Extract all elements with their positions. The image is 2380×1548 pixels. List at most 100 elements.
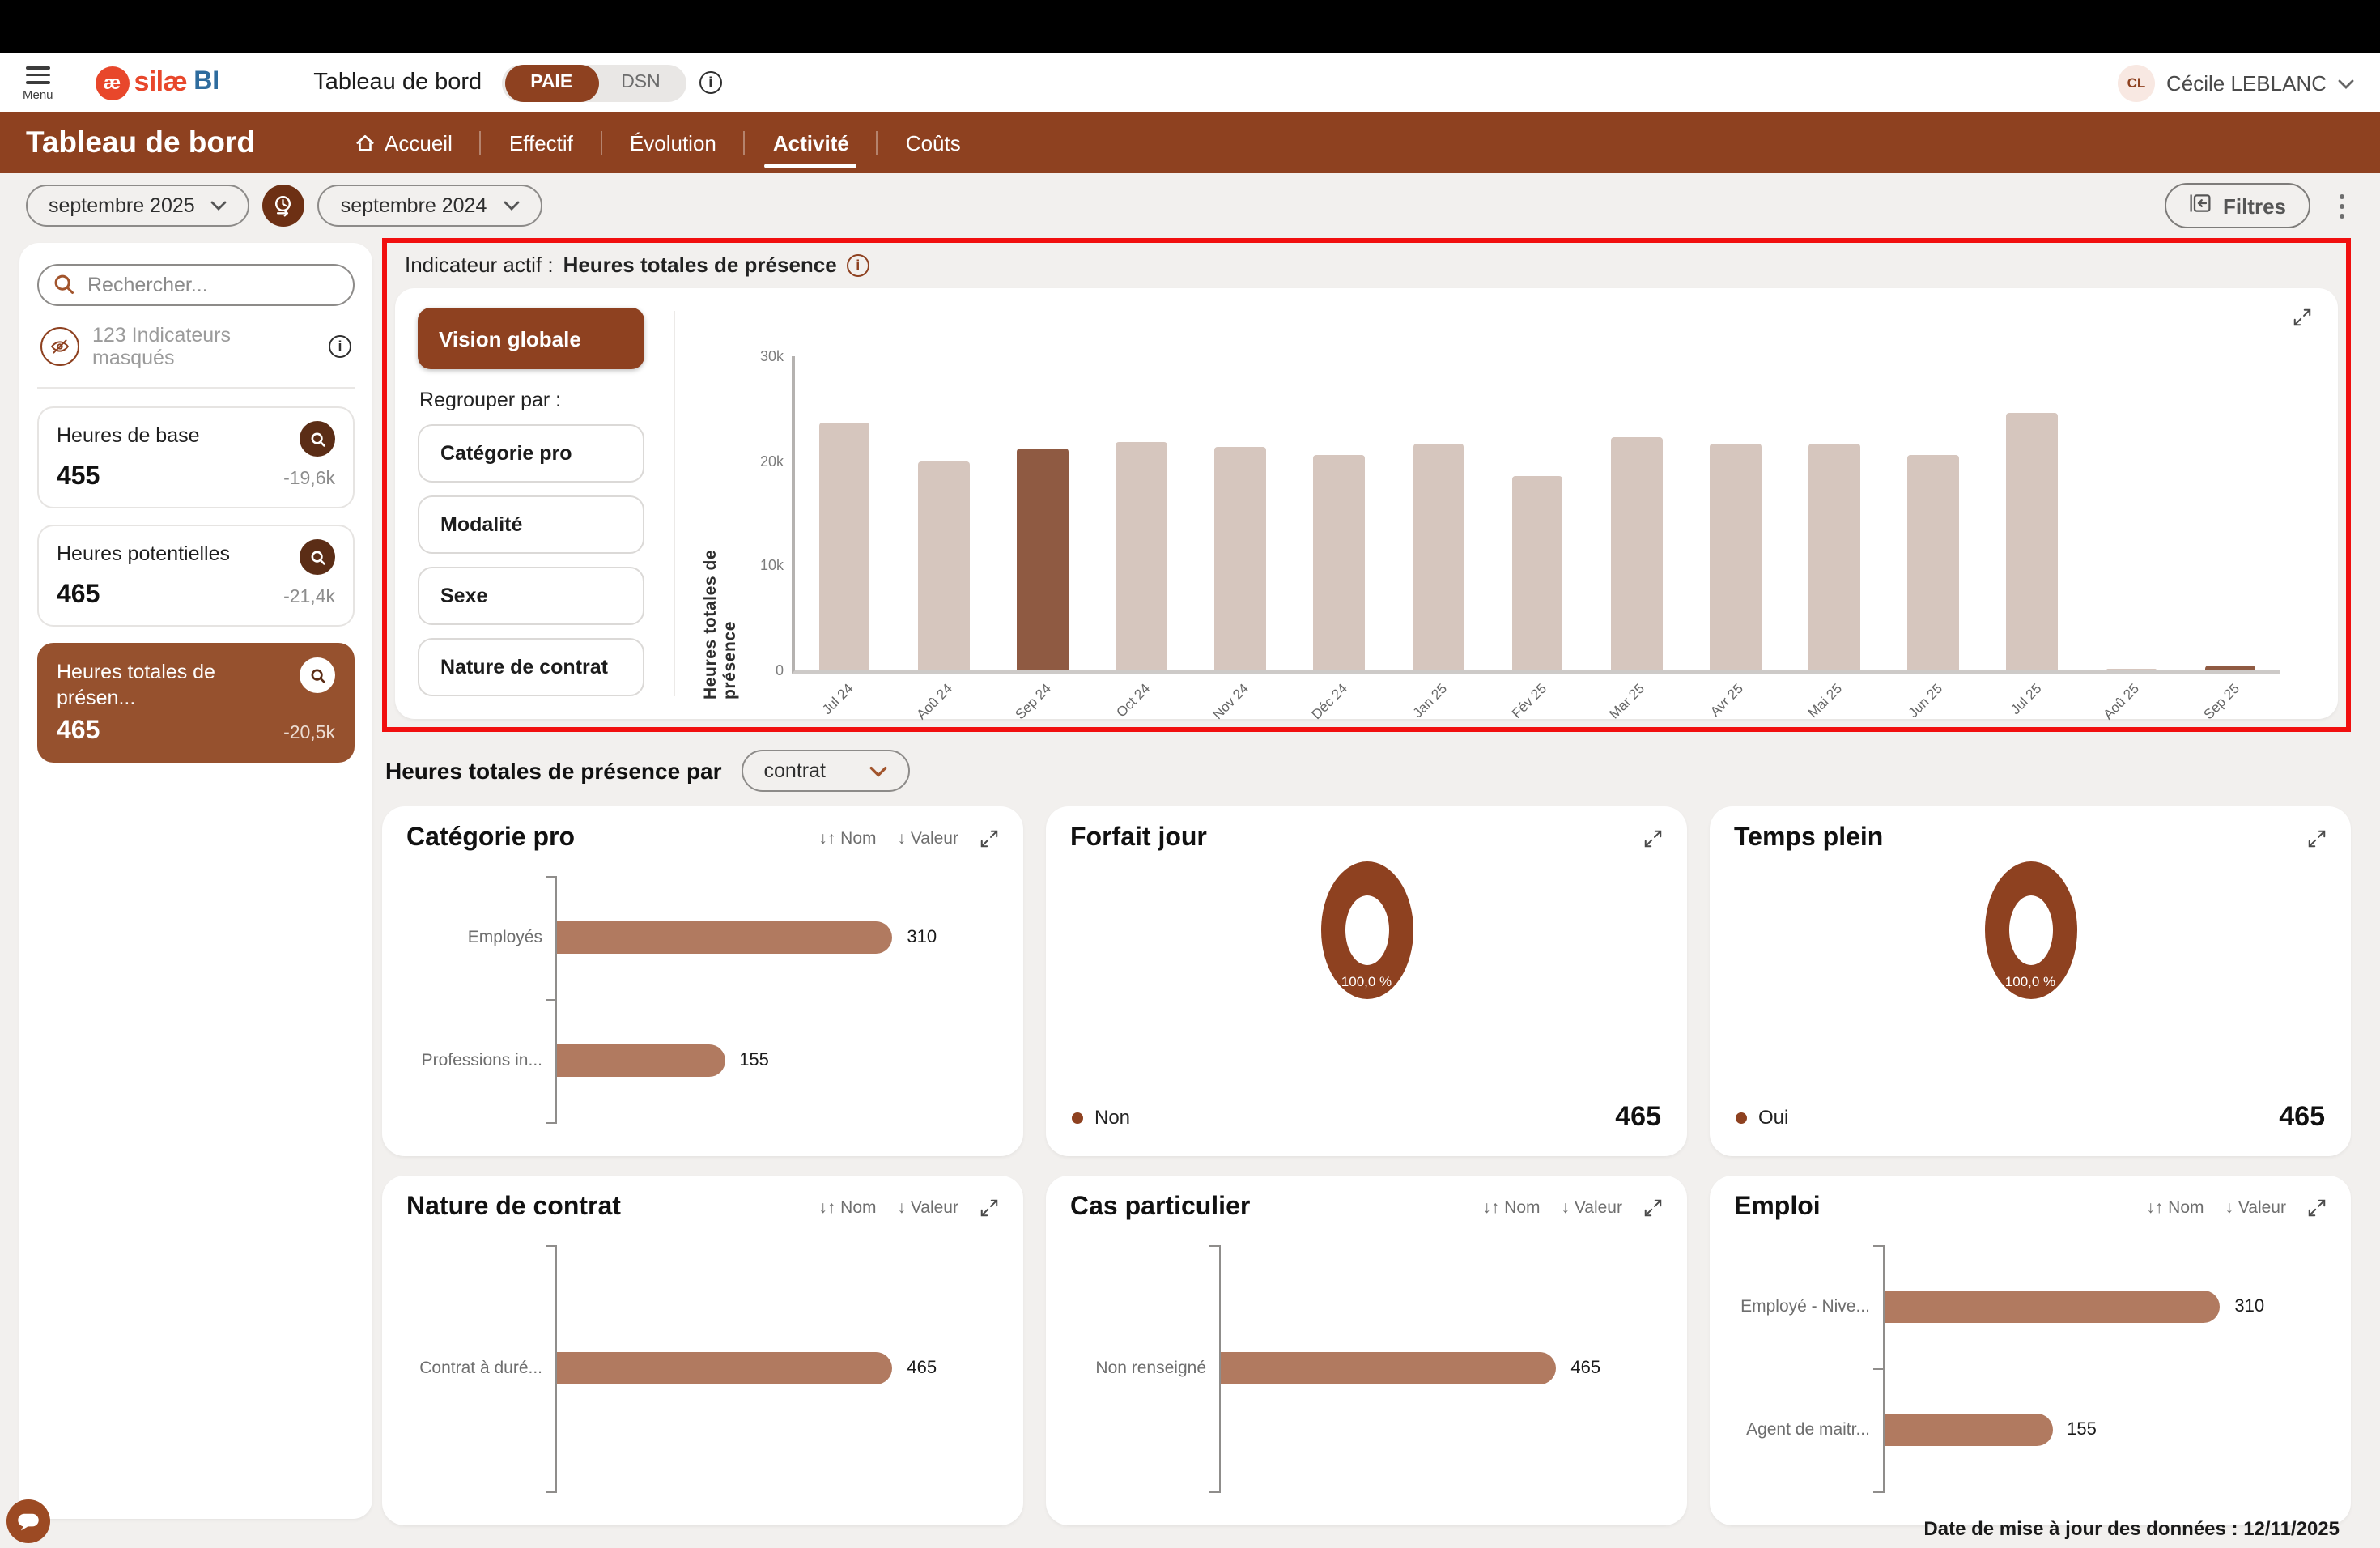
category-bar[interactable] [1885,1414,2053,1446]
group-button-0[interactable]: Catégorie pro [418,424,644,483]
indicator-card-2[interactable]: Heures totales de présen... 465 -20,5k [37,643,355,763]
donut-chart[interactable]: 100,0 % [1320,861,1413,999]
donut-legend: Non 465 [1072,1101,1661,1133]
chevron-down-icon [211,201,227,211]
month-bar[interactable] [1413,444,1464,670]
month-bar[interactable] [1016,449,1069,670]
indicator-card-1[interactable]: Heures potentielles 465 -21,4k [37,525,355,627]
month-bar[interactable] [2106,669,2157,670]
donut-chart[interactable]: 100,0 % [1984,861,2076,999]
nav-item-évolution[interactable]: Évolution [602,112,744,173]
month-bar[interactable] [818,422,870,670]
breakdown-dropdown[interactable]: contrat [741,750,910,792]
group-button-3[interactable]: Nature de contrat [418,638,644,696]
month-bar[interactable] [2204,666,2256,670]
hamburger-icon [25,63,50,85]
period-main-dropdown[interactable]: septembre 2025 [26,185,250,227]
sort-by-name-button[interactable]: ↓↑ Nom [818,829,877,848]
nav-item-label: Coûts [905,130,961,155]
month-slot-Aoû-25: Aoû 25 [2082,356,2181,722]
sort-by-name-button[interactable]: ↓↑ Nom [1482,1198,1541,1218]
menu-button[interactable]: Menu [23,63,53,102]
group-button-1[interactable]: Modalité [418,495,644,554]
data-update-date: Date de mise à jour des données : 12/11/… [1923,1517,2340,1540]
breakdown-cards-grid: Catégorie pro ↓↑ Nom ↓ Valeur Employés 310 Pr… [382,806,2351,1525]
month-bar[interactable] [1808,443,1860,670]
sort-by-name-button[interactable]: ↓↑ Nom [2146,1198,2204,1218]
card-title: Forfait jour [1070,824,1207,852]
month-bar[interactable] [1610,437,1663,670]
nav-separator [743,130,746,155]
category-bar[interactable] [557,1044,725,1077]
x-axis-label: Aoû 25 [2100,680,2143,723]
drill-search-icon[interactable] [300,539,335,575]
group-button-2[interactable]: Sexe [418,567,644,625]
month-bar[interactable] [1907,454,1959,670]
month-bar[interactable] [1313,454,1366,670]
nav-item-accueil[interactable]: Accueil [326,112,480,173]
period-compare-swap-icon[interactable] [262,185,305,227]
sort-by-value-button[interactable]: ↓ Valeur [897,1198,959,1218]
active-indicator-row: Indicateur actif : Heures totales de pré… [395,248,2338,288]
axis-tick [546,1245,557,1247]
toggle-paie[interactable]: PAIE [504,64,599,101]
category-bar[interactable] [1885,1291,2221,1323]
category-bar[interactable] [557,921,893,954]
toggle-dsn[interactable]: DSN [621,73,661,92]
indicator-info-icon[interactable]: i [846,253,869,276]
vision-globale-button[interactable]: Vision globale [418,308,644,369]
sort-by-value-button[interactable]: ↓ Valeur [1561,1198,1623,1218]
expand-icon[interactable] [980,829,999,848]
axis-tick [546,1491,557,1493]
x-axis-label: Oct 24 [1112,680,1154,721]
nav-item-coûts[interactable]: Coûts [878,112,988,173]
card-controls: ↓↑ Nom ↓ Valeur [2146,1198,2327,1218]
main-bar-chart: Heures totales de présence 0 10k 20k 30k Jul… [698,308,2315,722]
category-bar[interactable] [1221,1352,1557,1384]
month-bar[interactable] [1511,476,1563,670]
indicator-card-0[interactable]: Heures de base 455 -19,6k [37,406,355,508]
filters-button[interactable]: Filtres [2164,183,2310,228]
search-input[interactable] [37,264,355,306]
nav-item-label: Évolution [629,130,716,155]
expand-icon[interactable] [980,1198,999,1218]
sort-by-name-button[interactable]: ↓↑ Nom [818,1198,877,1218]
category-bar[interactable] [557,1352,893,1384]
card-controls [1643,829,1663,848]
card-controls: ↓↑ Nom ↓ Valeur [818,1198,999,1218]
month-bar[interactable] [1709,443,1762,670]
card-header: Emploi ↓↑ Nom ↓ Valeur [1734,1193,2327,1223]
bar-value: 465 [1570,1359,1601,1378]
card-cat-gorie-pro: Catégorie pro ↓↑ Nom ↓ Valeur Employés 310 Pr… [382,806,1023,1156]
app-header: Menu æ silæ BI Tableau de bord PAIE DSN … [0,53,2380,112]
month-bar[interactable] [1214,446,1267,670]
nav-separator [600,130,602,155]
more-options-icon[interactable] [2330,187,2354,224]
masked-info-icon[interactable]: i [329,335,351,358]
month-bar[interactable] [1116,441,1167,670]
y-axis-label: Heures totales de présence [701,549,740,700]
nav-item-activité[interactable]: Activité [746,112,877,173]
category-label: Contrat à duré... [419,1359,542,1378]
sort-by-value-button[interactable]: ↓ Valeur [2225,1198,2287,1218]
card-temps-plein: Temps plein 100,0 % Oui 465 [1710,806,2351,1156]
eye-off-icon[interactable] [40,327,79,366]
breakdown-dropdown-value: contrat [763,759,826,782]
month-bar[interactable] [2006,413,2059,670]
expand-icon[interactable] [1643,1198,1663,1218]
chat-bubble-button[interactable] [6,1499,50,1543]
month-bar[interactable] [917,461,970,670]
dashboard-info-icon[interactable]: i [699,71,722,94]
nav-item-effectif[interactable]: Effectif [482,112,601,173]
expand-icon[interactable] [2307,1198,2327,1218]
expand-icon[interactable] [2307,829,2327,848]
drill-search-icon[interactable] [300,657,335,693]
legend-label: Non [1094,1106,1131,1129]
sort-by-value-button[interactable]: ↓ Valeur [897,829,959,848]
user-menu[interactable]: CL Cécile LEBLANC [2118,64,2354,101]
x-axis-label: Avr 25 [1707,680,1747,720]
period-compare-dropdown[interactable]: septembre 2024 [317,185,542,227]
expand-icon[interactable] [1643,829,1663,848]
drill-search-icon[interactable] [300,421,335,457]
expand-icon[interactable] [2293,308,2312,327]
